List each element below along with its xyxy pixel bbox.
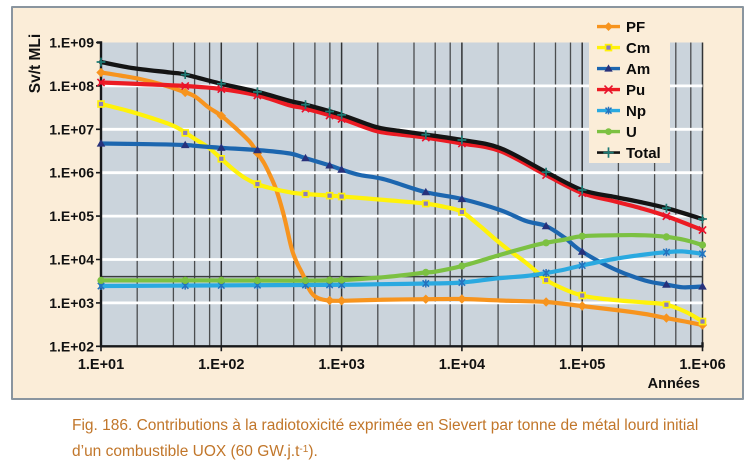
svg-text:1.E+05: 1.E+05 [559,357,605,373]
svg-text:1.E+07: 1.E+07 [49,121,94,137]
svg-text:1.E+08: 1.E+08 [49,78,94,94]
svg-text:1.E+01: 1.E+01 [78,357,124,373]
svg-text:1.E+04: 1.E+04 [439,357,485,373]
svg-text:Pu: Pu [626,82,645,99]
svg-text:Sv/t MLi: Sv/t MLi [27,34,44,93]
svg-text:1.E+02: 1.E+02 [49,338,94,354]
svg-text:Cm: Cm [626,40,650,57]
svg-text:1.E+05: 1.E+05 [49,208,94,224]
svg-text:1.E+04: 1.E+04 [49,252,94,268]
svg-text:1.E+02: 1.E+02 [198,357,244,373]
svg-text:1.E+06: 1.E+06 [49,165,94,181]
svg-text:Am: Am [626,61,650,78]
svg-text:U: U [626,124,637,141]
svg-text:Années: Années [648,376,700,392]
svg-text:Np: Np [626,103,646,120]
svg-text:Total: Total [626,145,661,162]
svg-text:1.E+03: 1.E+03 [318,357,364,373]
svg-text:PF: PF [626,19,645,36]
svg-text:1.E+09: 1.E+09 [49,35,94,51]
svg-text:1.E+06: 1.E+06 [679,357,725,373]
svg-text:1.E+03: 1.E+03 [49,295,94,311]
